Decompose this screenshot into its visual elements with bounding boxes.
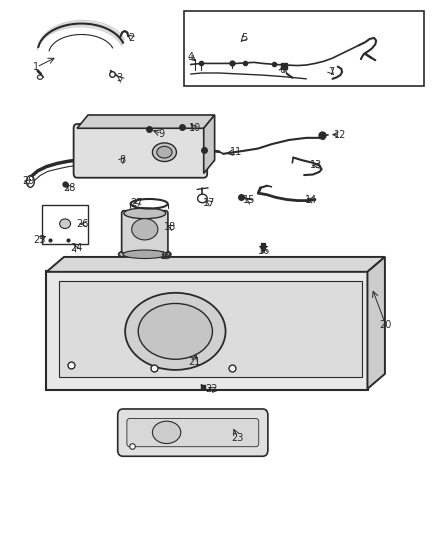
Polygon shape [46, 257, 385, 272]
Ellipse shape [198, 194, 207, 203]
Ellipse shape [26, 175, 34, 187]
Text: 21: 21 [188, 357, 200, 367]
FancyBboxPatch shape [127, 418, 259, 447]
FancyBboxPatch shape [118, 409, 268, 456]
Text: 28: 28 [64, 183, 76, 193]
Text: 24: 24 [70, 243, 82, 253]
Text: 18: 18 [164, 222, 176, 232]
Text: 15: 15 [243, 195, 255, 205]
Polygon shape [204, 115, 215, 173]
Text: 9: 9 [158, 128, 164, 139]
Text: 17: 17 [203, 198, 215, 208]
Polygon shape [77, 115, 215, 128]
Text: 8: 8 [119, 155, 125, 165]
Bar [184, 11, 424, 86]
Text: 25: 25 [33, 235, 46, 245]
Text: 3: 3 [117, 73, 123, 83]
Text: 11: 11 [230, 147, 242, 157]
Ellipse shape [119, 248, 171, 260]
FancyBboxPatch shape [74, 124, 207, 177]
Text: 10: 10 [189, 123, 201, 133]
Ellipse shape [152, 421, 181, 443]
Text: 2: 2 [128, 33, 135, 43]
Text: 14: 14 [305, 195, 318, 205]
Ellipse shape [124, 208, 166, 219]
Text: 1: 1 [33, 62, 39, 72]
Text: 22: 22 [205, 384, 218, 394]
FancyBboxPatch shape [122, 211, 168, 253]
Ellipse shape [60, 219, 71, 229]
FancyBboxPatch shape [59, 281, 362, 376]
Ellipse shape [152, 143, 177, 161]
Text: 13: 13 [310, 160, 322, 171]
FancyBboxPatch shape [46, 271, 368, 390]
Ellipse shape [138, 303, 212, 359]
Ellipse shape [132, 219, 158, 240]
Text: 12: 12 [334, 130, 346, 140]
Ellipse shape [123, 250, 166, 259]
Text: 5: 5 [241, 33, 247, 43]
Text: 20: 20 [380, 320, 392, 330]
Ellipse shape [157, 147, 172, 158]
Bar [42, 205, 88, 244]
Text: 26: 26 [77, 219, 89, 229]
Text: 7: 7 [328, 68, 335, 77]
Polygon shape [367, 257, 385, 389]
Ellipse shape [125, 293, 226, 370]
Text: 6: 6 [279, 65, 286, 75]
Text: 23: 23 [232, 433, 244, 443]
Text: 16: 16 [258, 246, 270, 255]
Text: 4: 4 [187, 52, 194, 61]
Text: 19: 19 [159, 251, 172, 261]
Text: 29: 29 [22, 176, 35, 187]
Ellipse shape [37, 75, 42, 79]
Text: 27: 27 [131, 198, 143, 208]
